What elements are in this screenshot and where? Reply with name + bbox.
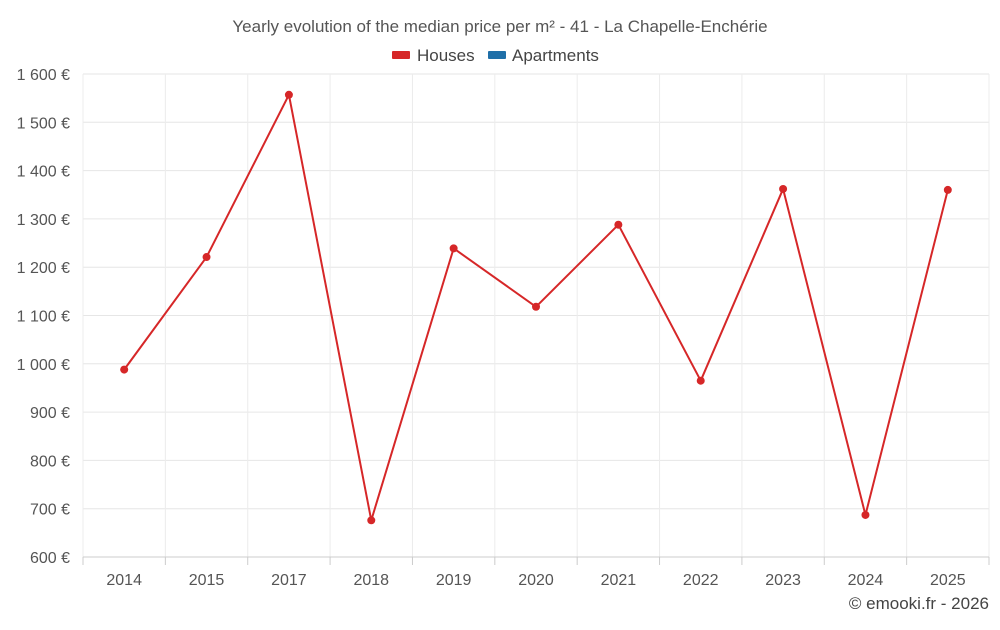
x-tick-label: 2021 — [601, 572, 637, 589]
y-tick-label: 1 100 € — [17, 309, 70, 326]
y-axis: 600 € 700 € 800 € 900 € 1 000 € 1 100 € 1 200 … — [17, 67, 70, 567]
y-tick-label: 900 € — [30, 405, 70, 422]
y-tick-label: 1 600 € — [17, 67, 70, 84]
data-point-houses-2019[interactable] — [449, 244, 458, 253]
data-point-houses-2020[interactable] — [532, 302, 540, 311]
y-tick-label: 1 200 € — [17, 260, 70, 277]
chart-title: Yearly evolution of the median price per… — [232, 17, 767, 36]
grid — [82, 73, 990, 558]
x-tick-label: 2014 — [106, 572, 142, 589]
legend-label-apartments: Apartments — [512, 46, 599, 65]
legend-label-houses: Houses — [417, 46, 475, 65]
x-tick-label: 2020 — [518, 572, 554, 589]
x-axis: 2014 2015 2017 2018 2019 2020 2021 2022 2023 2024… — [82, 556, 990, 589]
series-houses — [120, 90, 952, 525]
data-point-houses-2023[interactable] — [779, 184, 788, 193]
y-tick-label: 1 400 € — [17, 164, 70, 181]
legend-swatch-apartments — [488, 51, 506, 59]
legend-item-apartments[interactable]: Apartments — [488, 46, 599, 65]
x-tick-label: 2018 — [353, 572, 389, 589]
data-point-houses-2014[interactable] — [120, 365, 129, 374]
x-tick-label: 2019 — [436, 572, 472, 589]
y-tick-label: 1 000 € — [17, 357, 70, 374]
legend-swatch-houses — [392, 51, 410, 59]
x-tick-label: 2017 — [271, 572, 307, 589]
data-point-houses-2022[interactable] — [696, 376, 705, 385]
y-tick-label: 1 500 € — [17, 115, 70, 132]
data-point-houses-2017[interactable] — [284, 90, 293, 99]
credit-text: © emooki.fr - 2026 — [849, 594, 989, 613]
x-tick-label: 2015 — [189, 572, 225, 589]
data-point-houses-2024[interactable] — [861, 510, 870, 519]
data-point-houses-2018[interactable] — [367, 516, 376, 525]
legend: Houses Apartments — [392, 46, 599, 65]
x-tick-label: 2025 — [930, 572, 966, 589]
legend-item-houses[interactable]: Houses — [392, 46, 475, 65]
data-point-houses-2015[interactable] — [202, 253, 211, 262]
y-tick-label: 600 € — [30, 550, 70, 567]
data-point-houses-2021[interactable] — [614, 220, 623, 229]
x-tick-label: 2024 — [848, 572, 884, 589]
y-tick-label: 1 300 € — [17, 212, 70, 229]
y-tick-label: 700 € — [30, 502, 70, 519]
x-tick-label: 2023 — [765, 572, 801, 589]
y-tick-label: 800 € — [30, 453, 70, 470]
data-point-houses-2025[interactable] — [943, 185, 952, 194]
x-tick-label: 2022 — [683, 572, 719, 589]
